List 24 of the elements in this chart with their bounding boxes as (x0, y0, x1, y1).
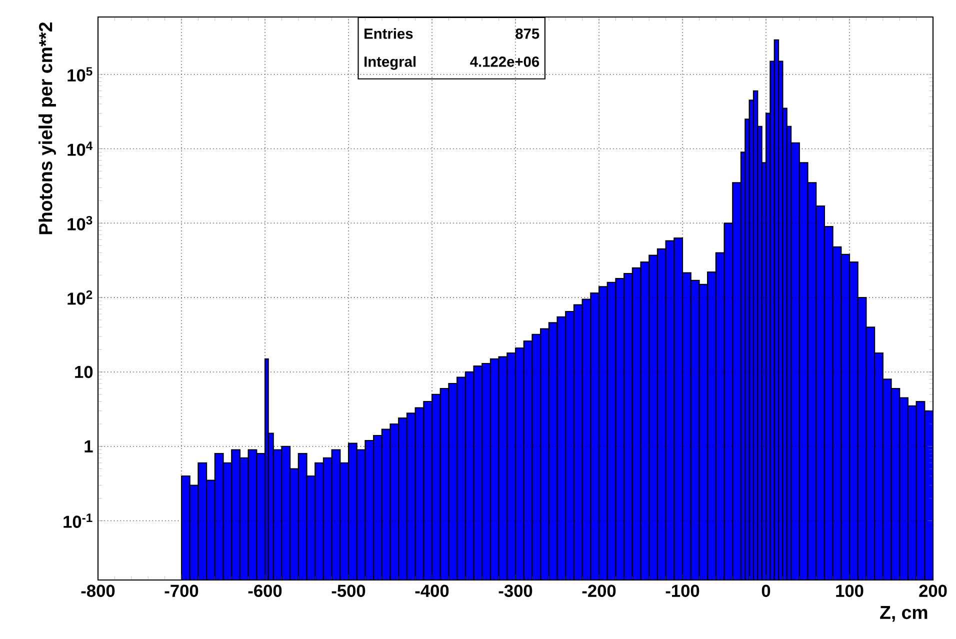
annotation: 4.122e+06 (470, 56, 540, 67)
annotation: Entries (364, 28, 413, 39)
x-tick-label: -800 (81, 584, 115, 597)
annotation: Integral (364, 56, 416, 70)
x-tick-label: -400 (415, 584, 449, 597)
x-tick-label: -600 (248, 584, 282, 597)
y-tick-label: 1 (84, 440, 93, 452)
y-tick-label: 10$^{2}$ (68, 290, 92, 305)
x-tick-label: 200 (919, 584, 947, 597)
y-tick-label: 10$^{-1}$ (64, 514, 92, 528)
x-tick-label: -500 (332, 584, 366, 597)
x-tick-label: 0 (762, 584, 770, 597)
y-tick-label: 10$^{3}$ (68, 216, 92, 230)
x-tick-label: -200 (582, 584, 616, 597)
x-tick-label: -100 (666, 584, 700, 597)
y-tick-label: 10 (75, 366, 93, 378)
y-axis-title: Photons yield per cm**2 (38, 22, 56, 234)
y-tick-label: 10$^{5}$ (68, 67, 92, 82)
x-tick-label: 100 (836, 584, 864, 597)
x-tick-label: -300 (498, 584, 532, 598)
x-tick-label: -700 (164, 584, 198, 597)
x-axis-title: Z, cm (880, 606, 928, 622)
y-tick-label: 10$^{4}$ (68, 142, 93, 156)
annotation: 875 (516, 28, 540, 39)
